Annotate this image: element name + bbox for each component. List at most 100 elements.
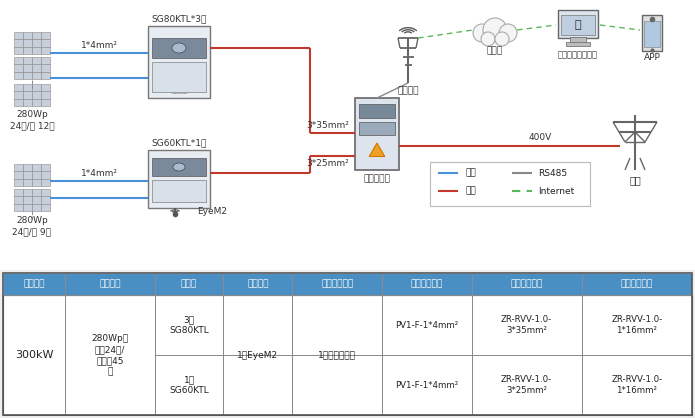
Bar: [32, 47, 41, 54]
Bar: [41, 64, 50, 71]
Bar: [23, 99, 32, 106]
Bar: [154, 273, 224, 295]
Text: EyeM2: EyeM2: [197, 207, 227, 217]
Text: 交流配电设备: 交流配电设备: [321, 280, 353, 288]
Bar: [642, 15, 662, 51]
Bar: [32, 204, 41, 211]
Bar: [41, 57, 50, 64]
Bar: [32, 71, 41, 79]
Bar: [23, 57, 32, 64]
Circle shape: [481, 32, 495, 46]
Bar: [14, 178, 23, 186]
Bar: [570, 37, 586, 43]
Text: 通讯模块: 通讯模块: [247, 280, 269, 288]
Text: PV1-F-1*4mm²: PV1-F-1*4mm²: [395, 321, 459, 329]
Text: 280Wp
24块/串 12串: 280Wp 24块/串 12串: [10, 110, 54, 130]
Circle shape: [483, 18, 507, 42]
Bar: [430, 162, 590, 206]
Text: ZR-RVV-1.0-
3*25mm²: ZR-RVV-1.0- 3*25mm²: [501, 375, 553, 395]
Bar: [14, 84, 23, 92]
Bar: [32, 32, 41, 39]
Text: 智慧能源扶贫平台: 智慧能源扶贫平台: [558, 51, 598, 59]
Bar: [23, 196, 32, 204]
Text: 3台
SG80KTL: 3台 SG80KTL: [169, 315, 209, 335]
Bar: [14, 64, 23, 71]
Bar: [152, 180, 206, 202]
Text: 1*4mm²: 1*4mm²: [81, 168, 117, 178]
Text: 3*25mm²: 3*25mm²: [306, 158, 349, 168]
Text: SG80KTL*3台: SG80KTL*3台: [152, 15, 206, 23]
Text: 交流: 交流: [465, 186, 476, 196]
Bar: [148, 150, 210, 208]
Bar: [224, 273, 293, 295]
Bar: [32, 99, 41, 106]
Text: 400V: 400V: [528, 133, 552, 143]
Bar: [14, 204, 23, 211]
Bar: [23, 189, 32, 196]
Bar: [14, 99, 23, 106]
Text: 电网: 电网: [629, 175, 641, 185]
Text: 1*4mm²: 1*4mm²: [81, 41, 117, 49]
Text: 光伏并网柜: 光伏并网柜: [363, 174, 391, 184]
Text: 阳光云: 阳光云: [487, 46, 503, 56]
Text: 交流线缆型号: 交流线缆型号: [511, 280, 543, 288]
Bar: [41, 178, 50, 186]
Bar: [355, 98, 399, 170]
Text: ZR-RVV-1.0-
1*16mm²: ZR-RVV-1.0- 1*16mm²: [612, 375, 662, 395]
Bar: [644, 21, 660, 47]
Bar: [23, 171, 32, 178]
Bar: [14, 71, 23, 79]
Bar: [359, 122, 395, 135]
Bar: [3, 273, 65, 295]
Bar: [41, 84, 50, 92]
Bar: [32, 39, 41, 47]
Bar: [14, 189, 23, 196]
Text: PV1-F-1*4mm²: PV1-F-1*4mm²: [395, 380, 459, 390]
Bar: [41, 171, 50, 178]
Bar: [32, 189, 41, 196]
Bar: [582, 273, 692, 295]
Bar: [23, 84, 32, 92]
Text: APP: APP: [644, 54, 660, 63]
Bar: [23, 39, 32, 47]
Bar: [41, 71, 50, 79]
Bar: [32, 164, 41, 171]
Text: 组件配置: 组件配置: [99, 280, 120, 288]
Text: 1台EyeM2: 1台EyeM2: [238, 351, 279, 359]
Bar: [41, 164, 50, 171]
Text: 直流线缆型号: 直流线缆型号: [411, 280, 443, 288]
Bar: [14, 171, 23, 178]
Circle shape: [495, 32, 509, 46]
Bar: [152, 158, 206, 176]
Bar: [32, 84, 41, 92]
Bar: [32, 64, 41, 71]
Bar: [293, 273, 382, 295]
Ellipse shape: [172, 43, 186, 53]
Text: 1台光伏并网柜: 1台光伏并网柜: [318, 351, 356, 359]
Text: ZR-RVV-1.0-
3*35mm²: ZR-RVV-1.0- 3*35mm²: [501, 315, 553, 335]
Bar: [152, 62, 206, 92]
Text: 接地线缆型号: 接地线缆型号: [621, 280, 653, 288]
Text: 3*35mm²: 3*35mm²: [306, 122, 349, 130]
Bar: [41, 99, 50, 106]
Bar: [23, 204, 32, 211]
Bar: [14, 39, 23, 47]
Text: Internet: Internet: [538, 186, 574, 196]
Bar: [14, 32, 23, 39]
Bar: [14, 57, 23, 64]
Bar: [23, 71, 32, 79]
Text: 通信基站: 通信基站: [398, 87, 419, 95]
Bar: [23, 164, 32, 171]
Bar: [14, 164, 23, 171]
Bar: [32, 171, 41, 178]
Text: 280Wp
24块/串 9串: 280Wp 24块/串 9串: [13, 216, 51, 236]
Text: 直流: 直流: [465, 168, 476, 178]
Bar: [3, 295, 692, 415]
Bar: [41, 189, 50, 196]
Bar: [14, 47, 23, 54]
Bar: [148, 26, 210, 98]
Circle shape: [473, 24, 491, 42]
Circle shape: [499, 24, 517, 42]
Bar: [41, 39, 50, 47]
Text: SG60KTL*1台: SG60KTL*1台: [152, 138, 206, 148]
